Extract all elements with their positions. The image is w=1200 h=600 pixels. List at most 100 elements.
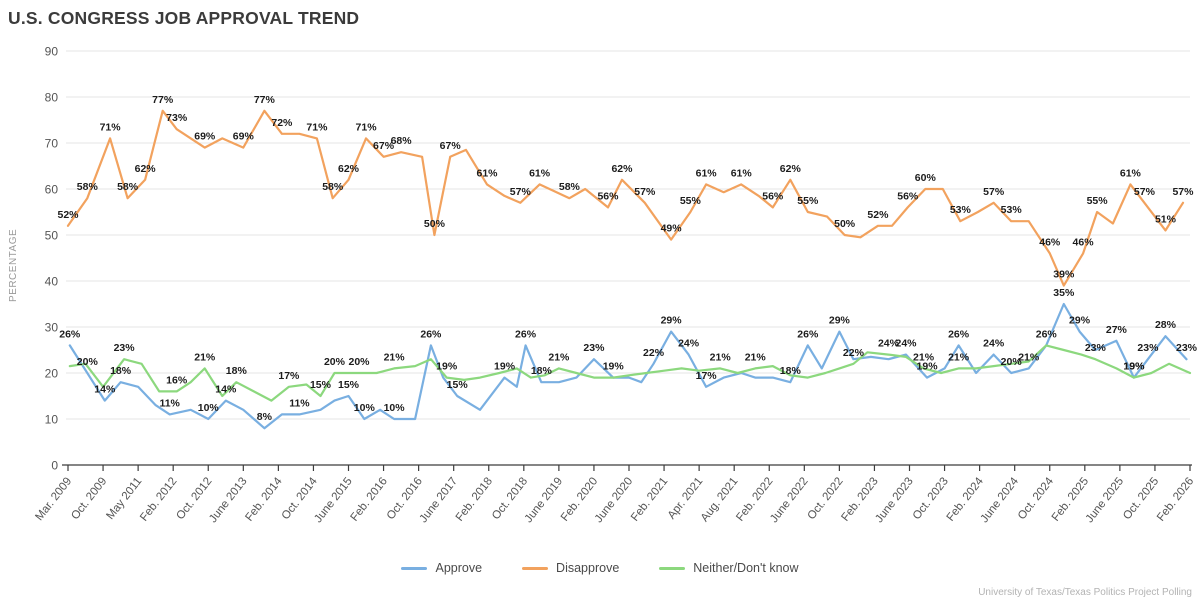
y-tick-label: 20 xyxy=(45,367,59,381)
point-label: 26% xyxy=(59,328,81,340)
point-label: 73% xyxy=(166,112,188,124)
point-label: 19% xyxy=(1123,361,1145,373)
point-label: 69% xyxy=(194,131,216,143)
point-label: 23% xyxy=(1137,342,1159,354)
point-label: 58% xyxy=(559,181,581,193)
point-label: 21% xyxy=(548,351,570,363)
point-label: 28% xyxy=(1155,319,1177,331)
point-label: 71% xyxy=(356,121,378,133)
legend-item-neither: Neither/Don't know xyxy=(659,561,799,575)
point-label: 15% xyxy=(338,379,360,391)
point-label: 60% xyxy=(915,172,937,184)
point-label: 61% xyxy=(476,167,498,179)
y-tick-label: 40 xyxy=(45,275,59,289)
point-label: 15% xyxy=(310,379,332,391)
point-label: 21% xyxy=(745,351,767,363)
point-label: 29% xyxy=(661,315,683,327)
point-label: 69% xyxy=(233,131,255,143)
point-label: 50% xyxy=(424,218,446,230)
point-label: 20% xyxy=(349,356,371,368)
point-label: 20% xyxy=(324,356,346,368)
y-tick-label: 60 xyxy=(45,183,59,197)
point-label: 52% xyxy=(57,209,79,221)
point-label: 24% xyxy=(678,338,700,350)
legend-item-approve: Approve xyxy=(401,561,482,575)
point-label: 24% xyxy=(878,338,900,350)
point-label: 14% xyxy=(94,384,116,396)
point-label: 55% xyxy=(680,195,702,207)
point-label: 17% xyxy=(696,370,718,382)
point-label: 53% xyxy=(1001,204,1023,216)
point-label: 58% xyxy=(77,181,99,193)
point-label: 19% xyxy=(603,361,625,373)
point-label: 17% xyxy=(278,370,300,382)
point-label: 11% xyxy=(289,397,310,409)
approve-line-swatch xyxy=(401,566,428,570)
x-tick-label: Feb. 2012 xyxy=(138,475,179,523)
point-label: 50% xyxy=(834,218,856,230)
point-label: 39% xyxy=(1053,269,1075,281)
point-label: 24% xyxy=(895,338,917,350)
point-label: 21% xyxy=(384,351,406,363)
point-label: 18% xyxy=(780,365,802,377)
point-label: 52% xyxy=(867,209,889,221)
point-label: 11% xyxy=(159,397,180,409)
x-tick-label: Feb. 2026 xyxy=(1155,475,1196,523)
point-label: 18% xyxy=(531,365,553,377)
x-tick-label: Oct. 2009 xyxy=(69,475,109,522)
point-label: 18% xyxy=(226,365,248,377)
point-label: 19% xyxy=(1123,361,1145,373)
point-label: 57% xyxy=(983,186,1005,198)
point-label: 14% xyxy=(215,384,237,396)
point-label: 24% xyxy=(983,338,1005,350)
point-label: 20% xyxy=(1001,356,1023,368)
point-label: 77% xyxy=(152,94,174,106)
point-label: 57% xyxy=(1172,186,1194,198)
point-label: 19% xyxy=(917,361,939,373)
point-label: 23% xyxy=(1176,342,1198,354)
neither-line xyxy=(68,344,1192,402)
point-label: 18% xyxy=(110,365,132,377)
point-label: 35% xyxy=(1053,287,1075,299)
point-label: 10% xyxy=(384,402,406,414)
point-label: 26% xyxy=(420,328,442,340)
point-label: 16% xyxy=(166,374,188,386)
point-label: 49% xyxy=(661,223,683,235)
x-tick-label: Feb. 2021 xyxy=(629,475,670,523)
legend-item-disapprove: Disapprove xyxy=(522,561,619,575)
point-label: 68% xyxy=(391,135,413,147)
source-attribution: University of Texas/Texas Politics Proje… xyxy=(978,587,1192,598)
point-label: 57% xyxy=(634,186,656,198)
x-tick-label: Feb. 2014 xyxy=(243,475,285,524)
point-label: 67% xyxy=(440,140,462,152)
disapprove-line-swatch xyxy=(522,566,549,570)
point-label: 20% xyxy=(77,356,99,368)
legend-label-approve: Approve xyxy=(435,561,483,575)
point-label: 72% xyxy=(271,117,293,129)
point-label: 27% xyxy=(1106,324,1128,336)
point-label: 62% xyxy=(611,163,633,175)
point-label: 23% xyxy=(583,342,605,354)
point-label: 67% xyxy=(373,140,395,152)
y-axis-label: PERCENTAGE xyxy=(8,229,19,302)
point-label: 71% xyxy=(306,121,328,133)
point-label: 55% xyxy=(797,195,819,207)
y-tick-label: 70 xyxy=(45,137,59,151)
chart-legend: Approve Disapprove Neither/Don't know xyxy=(0,561,1200,575)
point-label: 29% xyxy=(829,315,851,327)
point-label: 22% xyxy=(643,347,665,359)
point-label: 62% xyxy=(338,163,360,175)
point-label: 10% xyxy=(354,402,376,414)
point-label: 56% xyxy=(597,190,619,202)
x-tick-label: Feb. 2018 xyxy=(454,475,495,523)
point-label: 8% xyxy=(257,411,273,423)
point-label: 61% xyxy=(1120,167,1142,179)
legend-label-neither: Neither/Don't know xyxy=(693,561,799,575)
trend-chart: 0 10 20 30 40 50 60 70 80 90 PERCENTAGE Mar. 2009Oc… xyxy=(8,45,1198,526)
chart-title: U.S. CONGRESS JOB APPROVAL TREND xyxy=(8,8,360,28)
point-label: 21% xyxy=(948,351,970,363)
point-label: 19% xyxy=(494,361,516,373)
point-label: 46% xyxy=(1039,236,1061,248)
approve-line xyxy=(68,302,1188,430)
